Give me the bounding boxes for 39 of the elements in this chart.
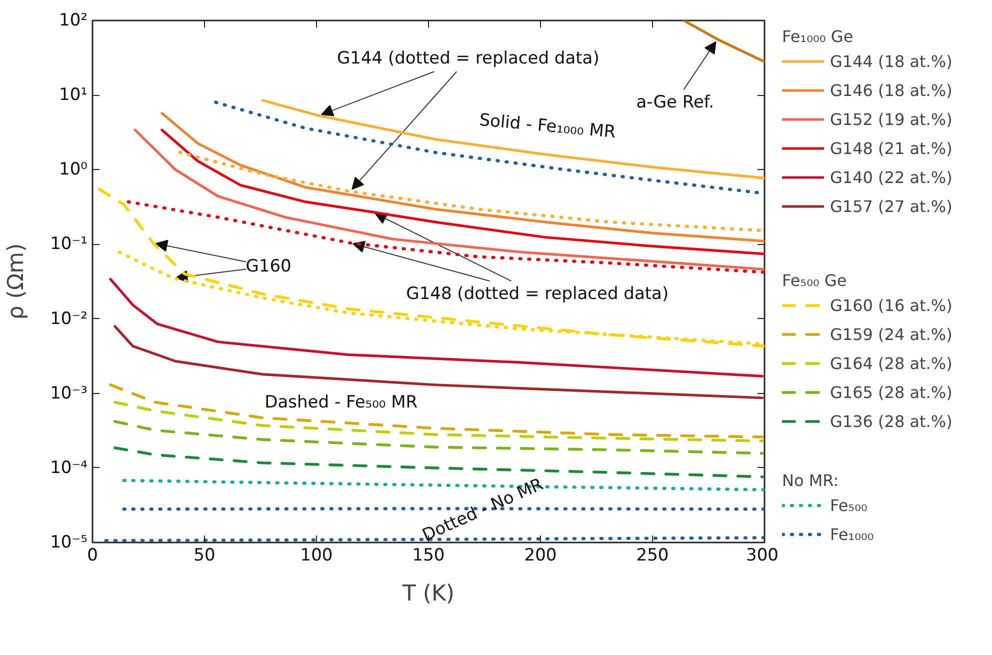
legend-label: G152 (19 at.%) [830, 110, 952, 128]
x-tick-label: 50 [194, 546, 216, 566]
annotation: Dashed - Fe₅₀₀ MR [264, 392, 418, 413]
legend-label: Fe₅₀₀ [830, 496, 868, 514]
annotation: Solid - Fe₁₀₀₀ MR [478, 110, 617, 143]
legend-label: G165 (28 at.%) [830, 382, 952, 402]
legend-label: G160 (16 at.%) [830, 296, 952, 314]
annotation: a-Ge Ref. [636, 92, 714, 112]
x-tick-label: 200 [524, 546, 557, 566]
legend-label: G157 (27 at.%) [830, 196, 952, 216]
text: No MR: [782, 471, 840, 490]
legend-label: G136 (28 at.%) [830, 412, 952, 430]
y-tick-label: 10² [59, 10, 88, 30]
annotation: G144 (dotted = replaced data) [336, 48, 600, 69]
legend-title: Fe₁₀₀₀ Ge [782, 27, 854, 46]
legend-label: G144 (18 at.%) [830, 52, 952, 70]
y-tick-label: 10⁰ [59, 160, 88, 180]
legend-label: G159 (24 at.%) [830, 324, 952, 344]
y-axis-title: ρ (Ωm) [4, 243, 30, 320]
legend-label: G140 (22 at.%) [830, 168, 952, 186]
x-tick-label: 0 [87, 546, 98, 566]
text: Fe₅₀₀ Ge [782, 271, 848, 290]
legend-label: G146 (18 at.%) [830, 80, 952, 100]
y-tick-label: 10⁻⁵ [50, 532, 88, 552]
y-tick-label: 10⁻³ [50, 383, 88, 404]
y-tick-label: 10⁻¹ [50, 234, 88, 254]
legend-label: Fe₁₀₀₀ [830, 524, 874, 544]
x-axis-title: T (K) [401, 582, 455, 606]
annotation: G160 [246, 256, 292, 276]
x-tick-label: 150 [412, 546, 445, 566]
y-tick-label: 10¹ [59, 85, 88, 106]
legend-label: G164 (28 at.%) [830, 354, 952, 372]
y-tick-label: 10⁻² [50, 308, 88, 329]
x-tick-label: 100 [300, 546, 333, 566]
y-tick-label: 10⁻⁴ [50, 458, 88, 478]
x-tick-label: 250 [636, 546, 669, 566]
legend-label: G148 (21 at.%) [830, 138, 952, 158]
annotation: G148 (dotted = replaced data) [406, 284, 669, 304]
x-tick-label: 300 [746, 546, 779, 566]
